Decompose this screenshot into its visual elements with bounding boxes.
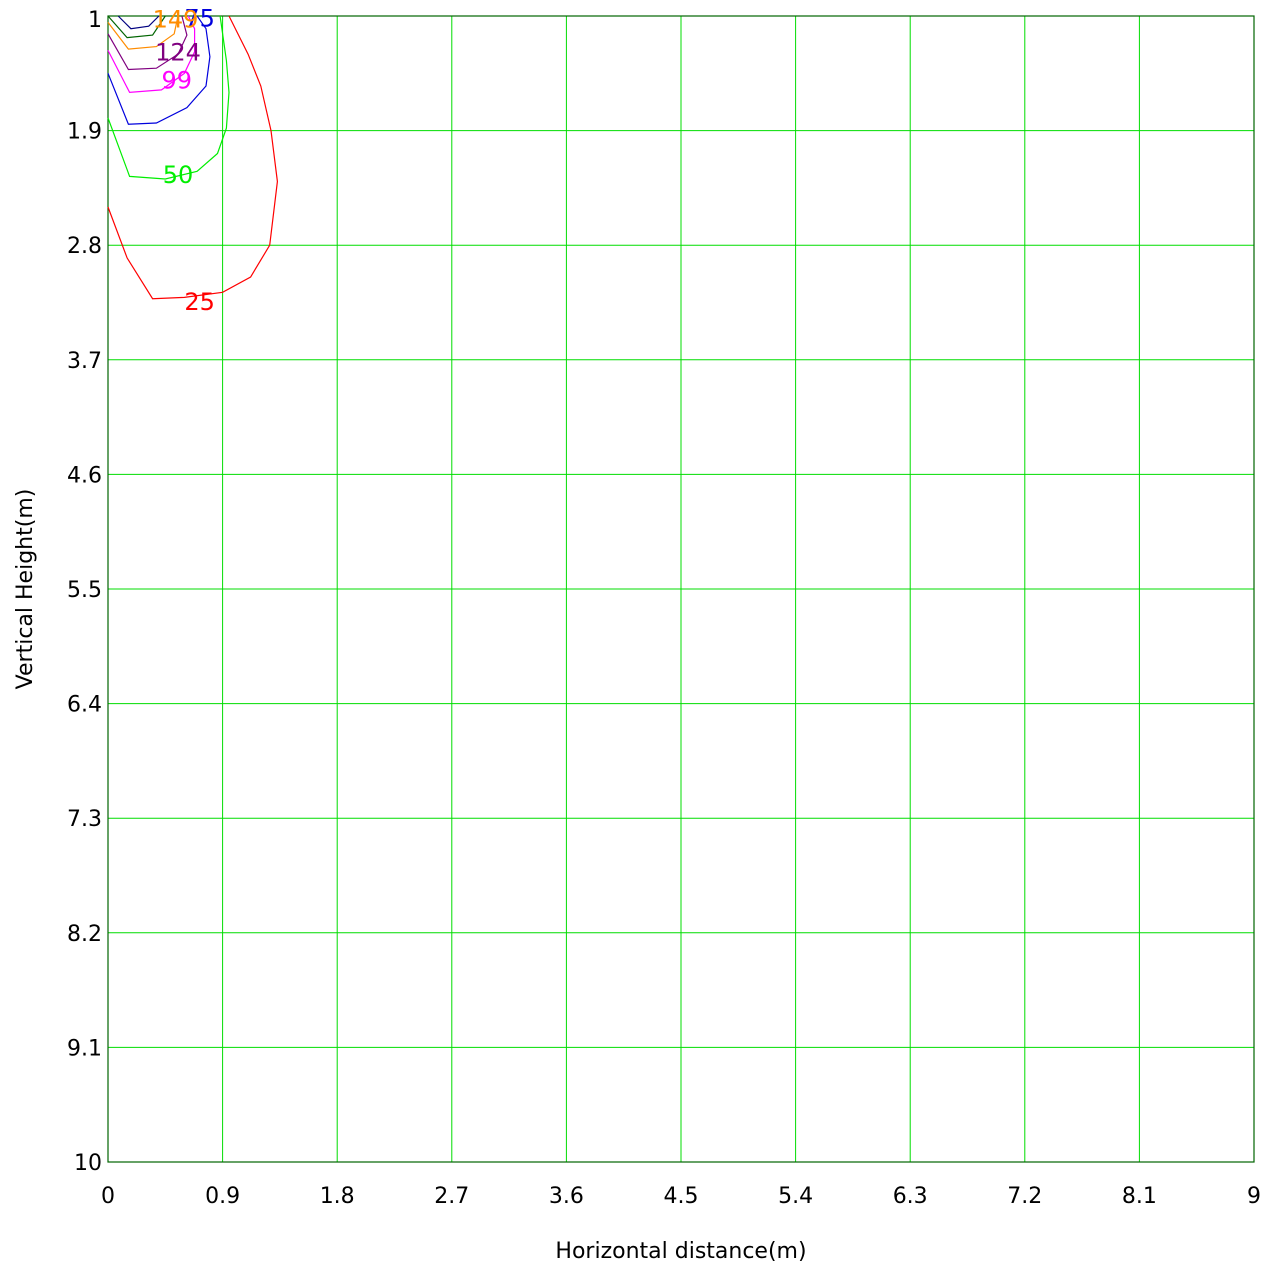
contour-line [107, 15, 279, 300]
y-axis-label: Vertical Height(m) [13, 489, 38, 690]
contour-label: 75 [184, 4, 215, 32]
y-tick-label: 7.3 [67, 807, 102, 832]
plot-frame [107, 15, 1255, 1163]
y-tick-label: 10 [74, 1151, 102, 1176]
contour-line [107, 15, 166, 39]
x-tick-label: 3.6 [549, 1184, 584, 1209]
contour-line [117, 15, 160, 30]
contour-lines [107, 15, 279, 300]
contour-label: 25 [184, 288, 215, 316]
x-tick-label: 9 [1247, 1184, 1261, 1209]
contour-line [107, 15, 188, 71]
x-tick-label: 8.1 [1122, 1184, 1157, 1209]
x-tick-label: 1.8 [320, 1184, 355, 1209]
y-tick-label: 3.7 [67, 349, 102, 374]
y-tick-label: 8.2 [67, 922, 102, 947]
contour-line [107, 15, 196, 94]
y-tick-label: 1.9 [67, 120, 102, 145]
y-tick-label: 5.5 [67, 578, 102, 603]
contour-label: 50 [163, 161, 194, 189]
contour-label: 99 [161, 67, 192, 95]
x-axis-label: Horizontal distance(m) [555, 1239, 806, 1264]
contour-line [107, 15, 230, 180]
contour-line [107, 15, 211, 125]
x-tick-label: 2.7 [434, 1184, 469, 1209]
contour-line [107, 15, 179, 50]
x-tick-label: 0 [101, 1184, 115, 1209]
x-tick-label: 7.2 [1007, 1184, 1042, 1209]
x-tick-label: 0.9 [205, 1184, 240, 1209]
x-tick-label: 6.3 [893, 1184, 928, 1209]
y-tick-label: 2.8 [67, 234, 102, 259]
y-tick-label: 4.6 [67, 463, 102, 488]
x-tick-label: 4.5 [664, 1184, 699, 1209]
contour-label: 124 [155, 39, 201, 67]
grid [108, 16, 1254, 1162]
y-tick-label: 1 [88, 8, 102, 33]
x-axis-ticks: 0 0.9 1.8 2.7 3.6 4.5 5.4 6.3 7.2 8.1 9 [101, 1184, 1261, 1209]
y-axis-ticks: 1 1.9 2.8 3.7 4.6 5.5 6.4 7.3 8.2 9.1 10 [67, 8, 102, 1176]
contour-label: 149 [153, 6, 199, 34]
y-tick-label: 9.1 [67, 1036, 102, 1061]
x-tick-label: 5.4 [778, 1184, 813, 1209]
y-tick-label: 6.4 [67, 693, 102, 718]
